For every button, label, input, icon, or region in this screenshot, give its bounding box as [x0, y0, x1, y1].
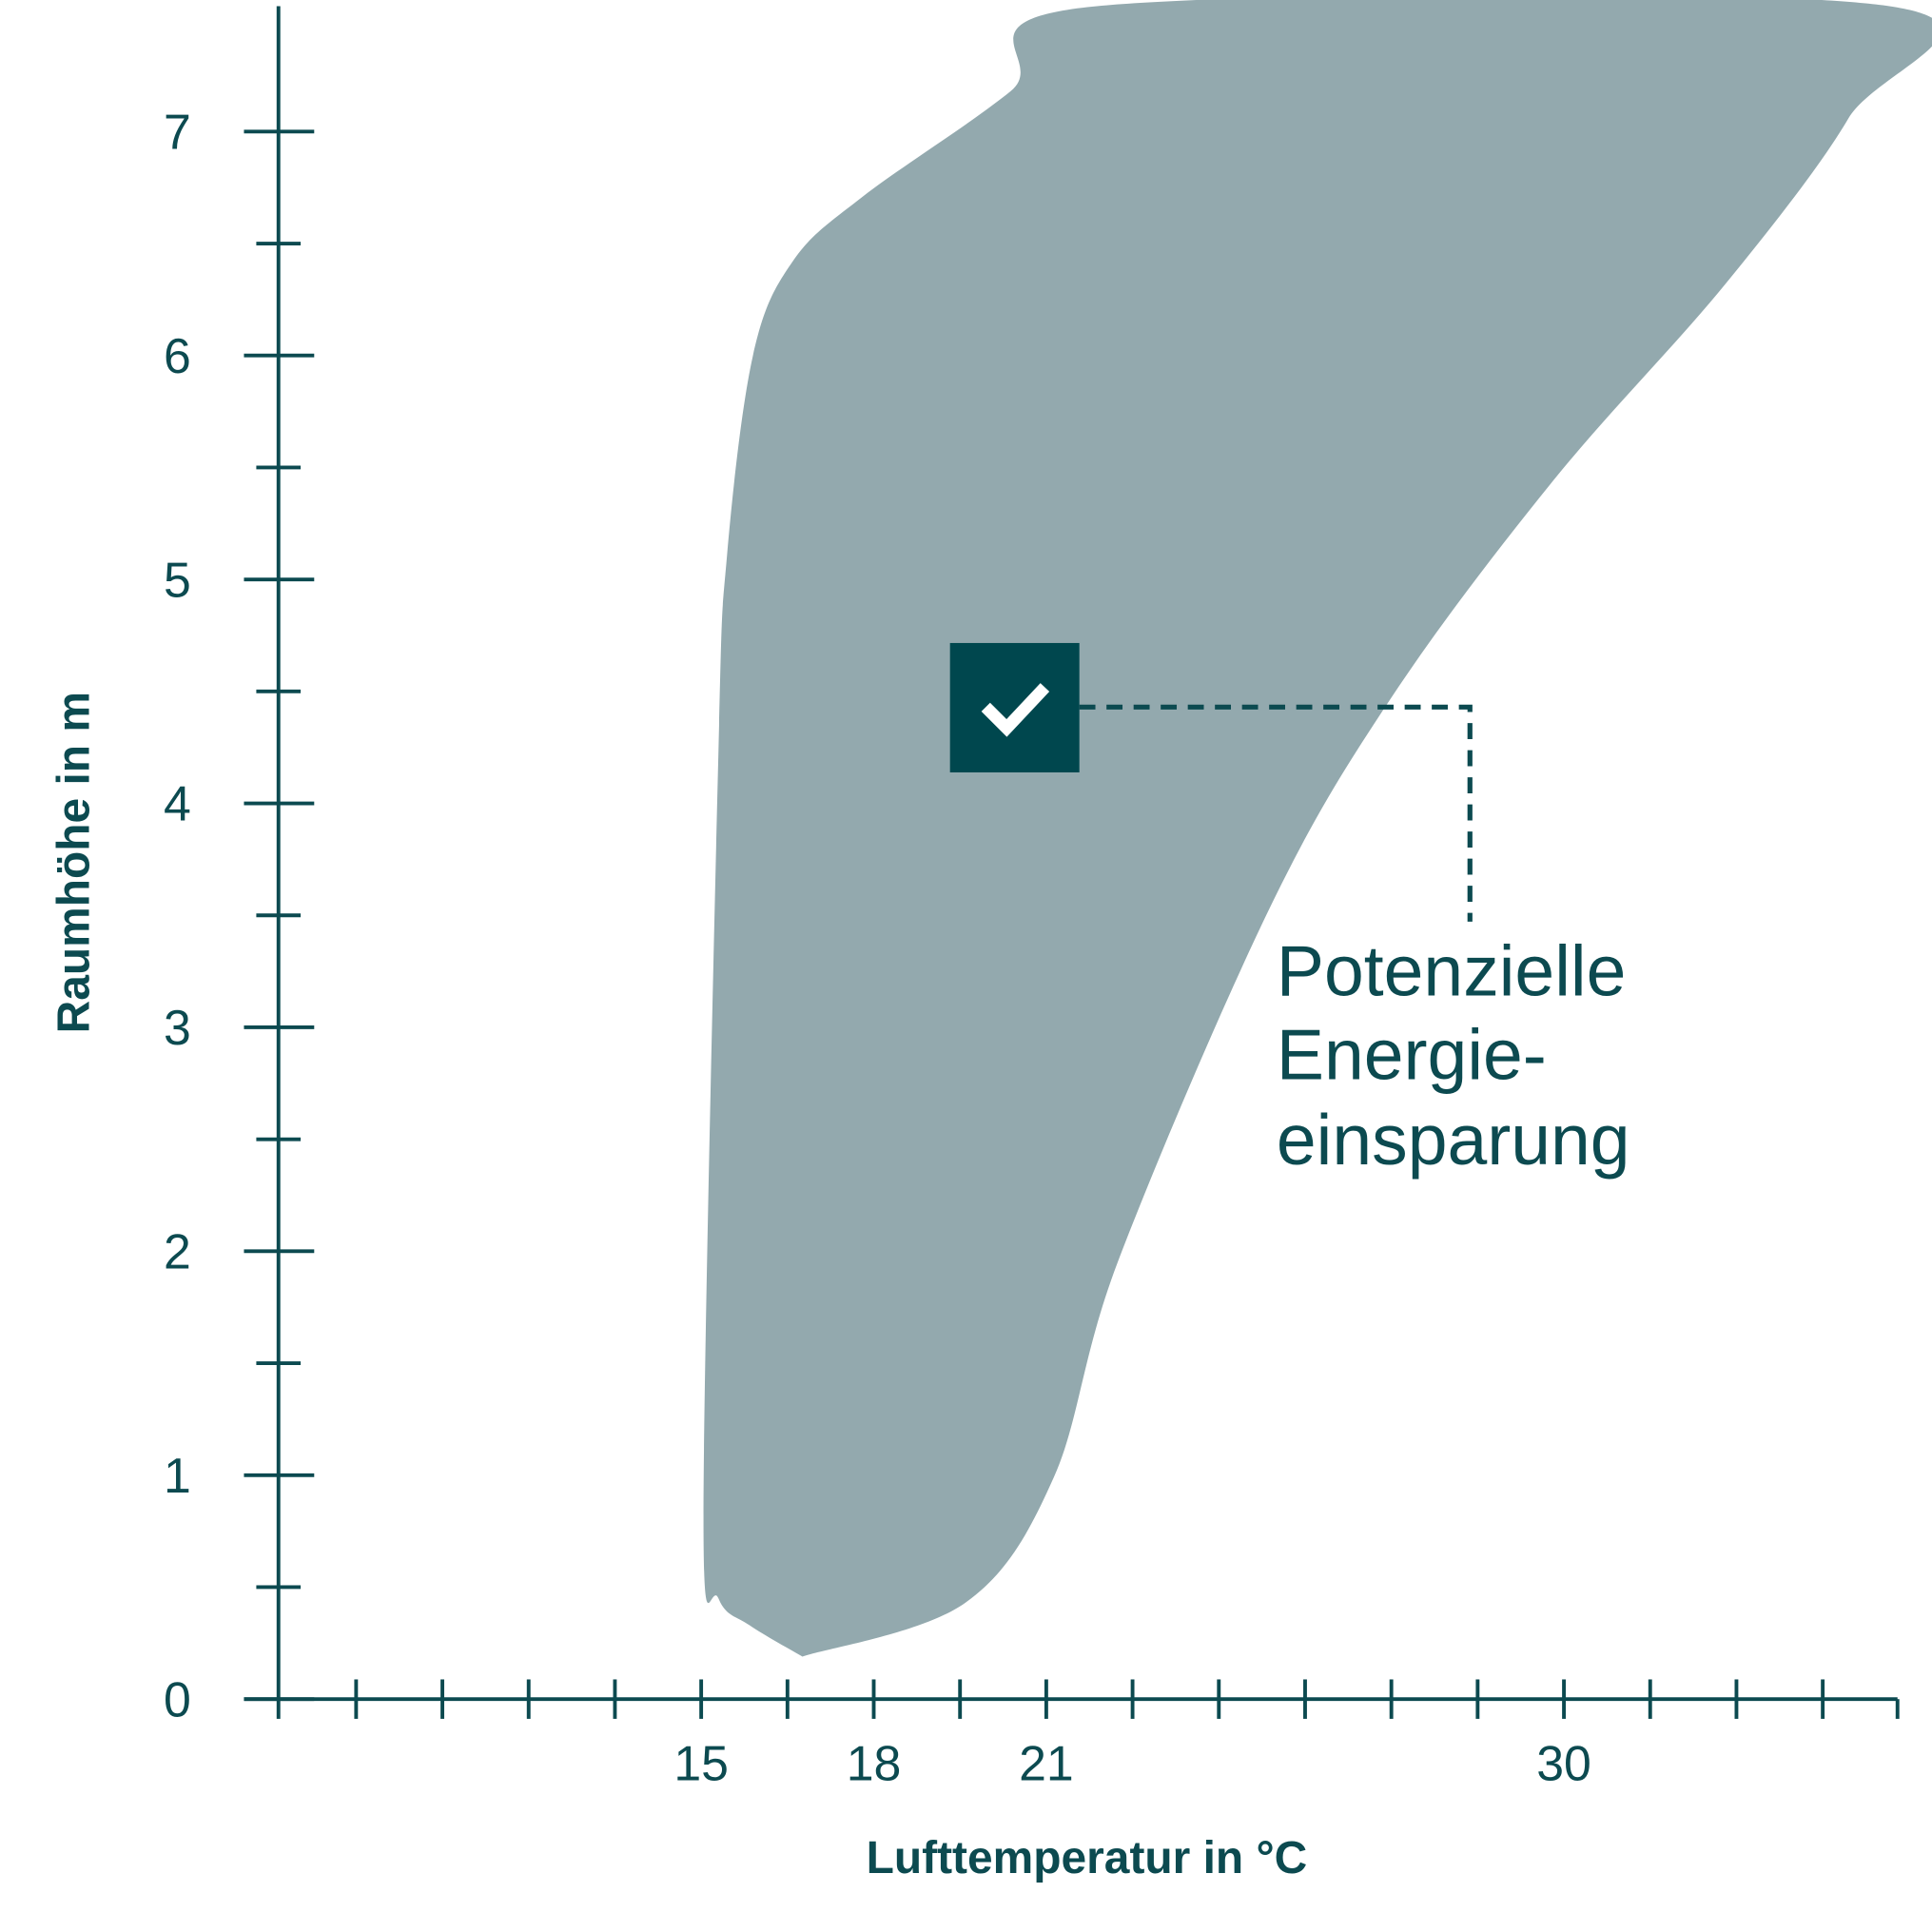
x-tick-label: 21: [1019, 1736, 1074, 1791]
axes: 0 1 2 3 4 5 6 7 15 18 21 30: [164, 6, 1900, 1791]
x-tick-label: 18: [847, 1736, 902, 1791]
x-tick-label: 30: [1536, 1736, 1591, 1791]
x-tick-label: 15: [673, 1736, 729, 1791]
annotation-line-1: Potenzielle: [1277, 931, 1626, 1011]
temperature-band-area: [703, 0, 1932, 1657]
marker-box: [949, 642, 1080, 772]
y-tick-label: 4: [164, 776, 191, 831]
y-tick-label: 5: [164, 552, 191, 607]
check-icon: [981, 683, 1050, 737]
savings-marker: [949, 642, 1080, 772]
annotation-leader-line: [1079, 704, 1473, 922]
annotation-line-2: Energie-: [1277, 1015, 1547, 1095]
y-tick-label: 2: [164, 1224, 191, 1279]
x-axis-title: Lufttemperatur in °C: [867, 1833, 1308, 1883]
annotation-line-3: einsparung: [1277, 1100, 1630, 1180]
y-tick-label: 1: [164, 1448, 191, 1503]
y-tick-label: 3: [164, 1000, 191, 1055]
y-tick-label: 7: [164, 104, 191, 159]
y-tick-label: 0: [164, 1671, 191, 1727]
y-tick-label: 6: [164, 328, 191, 383]
y-axis-title: Raumhöhe in m: [49, 692, 99, 1033]
